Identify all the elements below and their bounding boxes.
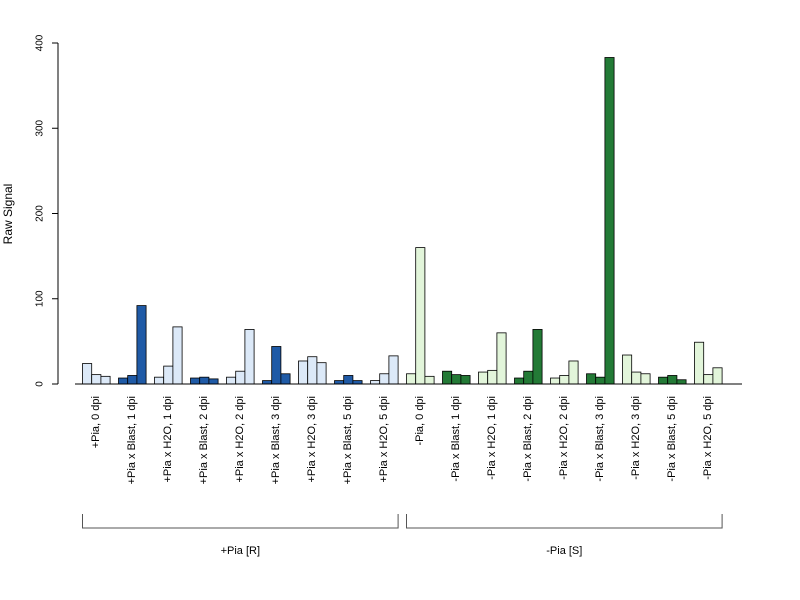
- y-tick-label: 400: [35, 34, 46, 51]
- category-label: +Pia x H2O, 2 dpi: [234, 396, 246, 483]
- bar: [316, 362, 327, 385]
- bar: [604, 57, 615, 385]
- bar: [658, 376, 669, 385]
- category-label: +Pia x Blast, 1 dpi: [126, 396, 138, 484]
- bar: [496, 332, 507, 385]
- group-brackets: +Pia [R] -Pia [S]: [82, 514, 723, 557]
- bar: [442, 370, 453, 385]
- y-tick-label: 300: [35, 119, 46, 136]
- bar: [703, 374, 714, 385]
- bar: [451, 374, 462, 385]
- bar: [343, 375, 354, 385]
- bar: [640, 373, 651, 385]
- category-label: -Pia x H2O, 2 dpi: [558, 396, 570, 480]
- category-label: -Pia x Blast, 1 dpi: [450, 396, 462, 482]
- bar: [190, 377, 201, 385]
- bar: [478, 371, 489, 385]
- bar: [118, 377, 129, 385]
- bar: [631, 371, 642, 385]
- bar: [559, 375, 570, 385]
- category-label: +Pia x H2O, 5 dpi: [378, 396, 390, 483]
- bar: [82, 363, 93, 385]
- category-label: -Pia x Blast, 3 dpi: [594, 396, 606, 482]
- category-labels: +Pia, 0 dpi +Pia x Blast, 1 dpi +Pia x H2O…: [90, 396, 714, 484]
- bar: [208, 378, 219, 385]
- group-label: -Pia [S]: [546, 545, 582, 557]
- bar: [91, 374, 102, 385]
- bar: [676, 379, 687, 385]
- bar: [487, 369, 498, 385]
- bars: [82, 57, 723, 385]
- bar: [415, 247, 426, 385]
- category-label: +Pia x Blast, 5 dpi: [342, 396, 354, 484]
- category-label: -Pia x Blast, 5 dpi: [666, 396, 678, 482]
- bar: [280, 373, 291, 385]
- bar: [172, 326, 183, 385]
- bar: [334, 380, 345, 385]
- group-bracket: [82, 514, 399, 529]
- bar: [154, 376, 165, 385]
- bar: [694, 341, 705, 385]
- bar: [712, 367, 723, 385]
- category-label: +Pia x H2O, 3 dpi: [306, 396, 318, 483]
- bar: [262, 380, 273, 385]
- y-tick-label: 100: [35, 290, 46, 307]
- category-label: -Pia x Blast, 2 dpi: [522, 396, 534, 482]
- category-label: +Pia, 0 dpi: [90, 396, 102, 448]
- bar: [307, 356, 318, 385]
- category-label: -Pia x H2O, 5 dpi: [702, 396, 714, 480]
- bar: [226, 376, 237, 385]
- bar: [667, 375, 678, 385]
- category-label: +Pia x Blast, 2 dpi: [198, 396, 210, 484]
- category-label: -Pia x H2O, 3 dpi: [630, 396, 642, 480]
- y-tick-label: 0: [35, 381, 46, 387]
- y-tick-label: 200: [35, 205, 46, 222]
- bar: [568, 360, 579, 385]
- bar: [199, 376, 210, 385]
- bar: [244, 329, 255, 385]
- bar: [136, 305, 147, 385]
- category-label: +Pia x H2O, 1 dpi: [162, 396, 174, 483]
- y-axis-label: Raw Signal: [1, 184, 15, 245]
- bar: [271, 346, 282, 385]
- group-label: +Pia [R]: [221, 545, 260, 557]
- bar: [532, 329, 543, 385]
- bar: [379, 373, 390, 385]
- bar: [370, 380, 381, 385]
- bar: [514, 377, 525, 385]
- bar: [406, 373, 417, 385]
- bar: [163, 365, 174, 385]
- bar: [235, 370, 246, 385]
- bar: [595, 376, 606, 385]
- bar: [586, 373, 597, 385]
- category-label: -Pia x H2O, 1 dpi: [486, 396, 498, 480]
- y-axis: 0 100 200 300 400: [35, 34, 59, 387]
- bar: [523, 370, 534, 385]
- bar: [550, 377, 561, 385]
- bar: [460, 375, 471, 385]
- group-bracket: [406, 514, 723, 529]
- bar: [352, 380, 363, 385]
- category-label: -Pia, 0 dpi: [414, 396, 426, 446]
- bar: [100, 375, 111, 385]
- bar: [298, 360, 309, 385]
- bar: [127, 375, 138, 385]
- bar: [388, 355, 399, 385]
- bar: [424, 375, 435, 385]
- category-label: +Pia x Blast, 3 dpi: [270, 396, 282, 484]
- bar: [622, 354, 633, 385]
